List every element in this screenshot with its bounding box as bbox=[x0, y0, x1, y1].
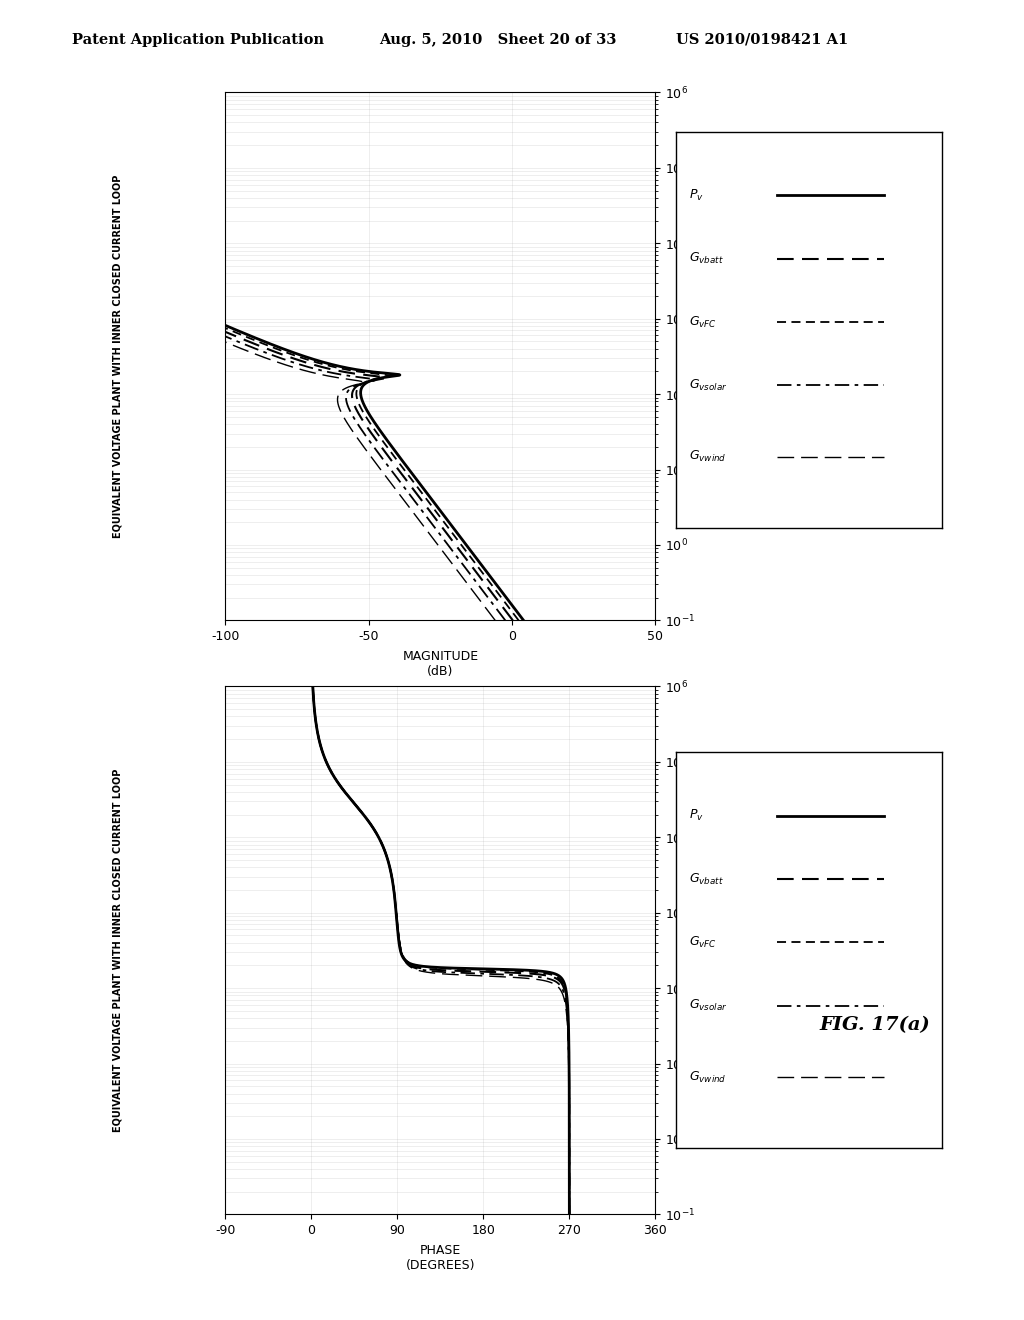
Text: $G_{vsolar}$: $G_{vsolar}$ bbox=[689, 998, 728, 1014]
Y-axis label: FREQUENCY (Hz): FREQUENCY (Hz) bbox=[702, 304, 715, 409]
Text: $G_{vbatt}$: $G_{vbatt}$ bbox=[689, 871, 724, 887]
Text: $G_{vwind}$: $G_{vwind}$ bbox=[689, 1069, 727, 1085]
X-axis label: MAGNITUDE
(dB): MAGNITUDE (dB) bbox=[402, 649, 478, 678]
Text: $P_v$: $P_v$ bbox=[689, 808, 703, 824]
Text: $G_{vFC}$: $G_{vFC}$ bbox=[689, 314, 717, 330]
Text: $G_{vbatt}$: $G_{vbatt}$ bbox=[689, 251, 724, 267]
Text: Aug. 5, 2010   Sheet 20 of 33: Aug. 5, 2010 Sheet 20 of 33 bbox=[379, 33, 616, 46]
X-axis label: PHASE
(DEGREES): PHASE (DEGREES) bbox=[406, 1243, 475, 1272]
Text: FIG. 17(a): FIG. 17(a) bbox=[819, 1015, 930, 1034]
Text: $P_v$: $P_v$ bbox=[689, 187, 703, 203]
Text: $G_{vFC}$: $G_{vFC}$ bbox=[689, 935, 717, 950]
Text: Patent Application Publication: Patent Application Publication bbox=[72, 33, 324, 46]
Text: US 2010/0198421 A1: US 2010/0198421 A1 bbox=[676, 33, 848, 46]
Text: EQUIVALENT VOLTAGE PLANT WITH INNER CLOSED CURRENT LOOP: EQUIVALENT VOLTAGE PLANT WITH INNER CLOS… bbox=[113, 174, 123, 539]
Y-axis label: FREQUENCY (Hz): FREQUENCY (Hz) bbox=[702, 898, 715, 1003]
Text: $G_{vwind}$: $G_{vwind}$ bbox=[689, 449, 727, 465]
Text: EQUIVALENT VOLTAGE PLANT WITH INNER CLOSED CURRENT LOOP: EQUIVALENT VOLTAGE PLANT WITH INNER CLOS… bbox=[113, 768, 123, 1133]
Text: $G_{vsolar}$: $G_{vsolar}$ bbox=[689, 378, 728, 393]
